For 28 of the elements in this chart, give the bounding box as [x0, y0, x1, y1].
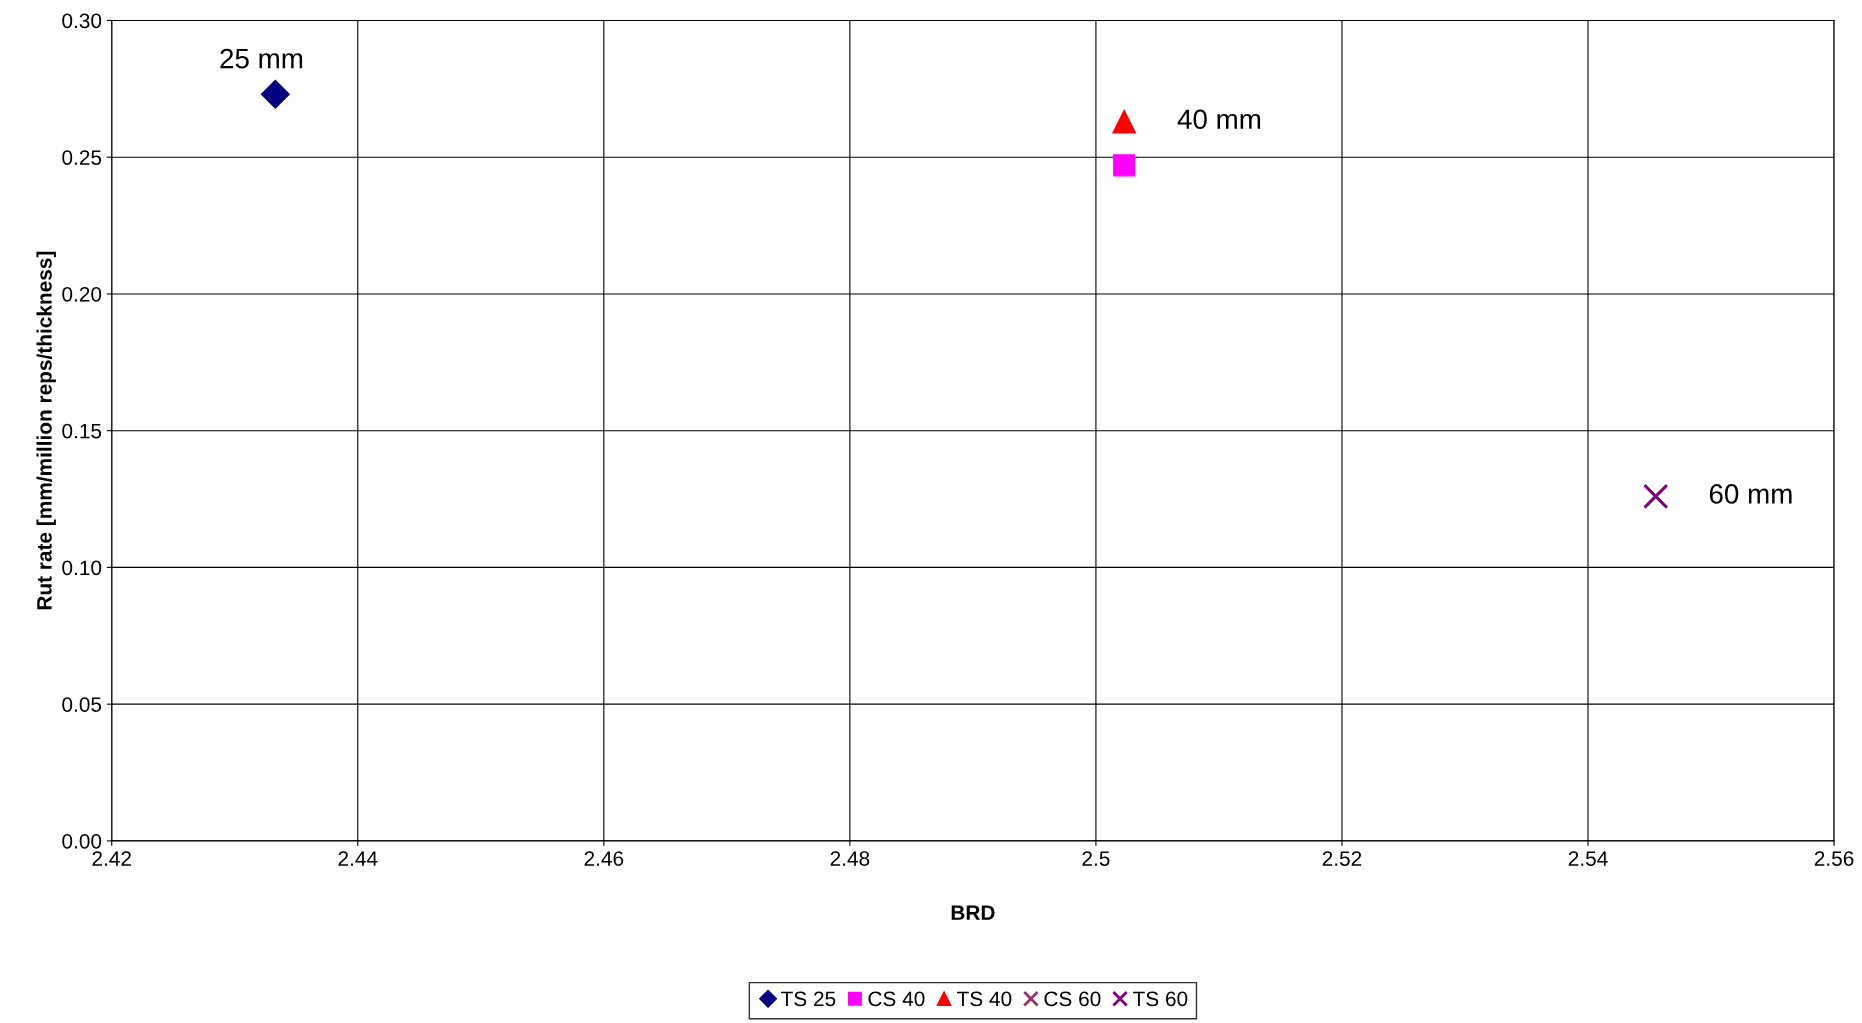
legend-label: CS 60 [1044, 991, 1101, 1007]
legend-label: TS 40 [957, 991, 1012, 1007]
x-tick-label: 2.54 [1568, 851, 1608, 866]
point [260, 79, 290, 109]
x-tick-label: 2.46 [584, 851, 624, 866]
x-tick-label: 2.48 [830, 851, 870, 866]
y-tick-label: 0.10 [62, 560, 102, 576]
y-tick-label: 0.15 [62, 423, 102, 439]
x-tick-label: 2.56 [1814, 851, 1854, 866]
x-tick-label: 2.44 [338, 851, 378, 866]
annotation: 40 mm [1177, 109, 1261, 130]
annotation: 60 mm [1709, 484, 1792, 504]
annotation: 25 mm [220, 48, 303, 69]
y-tick-label: 0.20 [62, 286, 102, 302]
point [1112, 109, 1137, 134]
y-tick-label: 0.05 [62, 697, 102, 712]
point [1113, 154, 1136, 177]
y-tick-label: 0.30 [62, 13, 102, 29]
legend-label: TS 25 [781, 991, 836, 1007]
x-axis-title: BRD [951, 905, 995, 920]
x-tick-label: 2.5 [1082, 851, 1110, 866]
y-tick-label: 0.25 [62, 150, 102, 165]
x-tick-label: 2.42 [92, 851, 131, 866]
x-tick-label: 2.52 [1322, 851, 1362, 866]
y-tick-label: 0.00 [62, 833, 102, 849]
legend-label: TS 60 [1133, 991, 1188, 1007]
legend-label: CS 40 [868, 991, 925, 1007]
y-axis-title: Rut rate [mm/million reps/thickness] [36, 251, 56, 610]
